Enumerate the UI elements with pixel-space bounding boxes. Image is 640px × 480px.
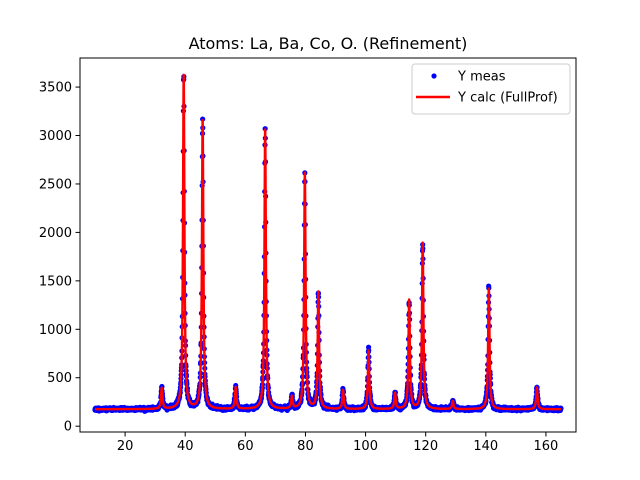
x-tick-label: 60 [237, 439, 254, 454]
x-tick-label: 100 [353, 439, 378, 454]
x-tick-label: 80 [297, 439, 314, 454]
x-tick-label: 160 [534, 439, 559, 454]
x-tick-label: 20 [117, 439, 134, 454]
y-tick-label: 1000 [39, 323, 72, 338]
y-tick-label: 3000 [39, 129, 72, 144]
x-tick-label: 40 [177, 439, 194, 454]
y-tick-label: 2000 [39, 226, 72, 241]
legend-label-y-meas: Y meas [457, 70, 506, 85]
legend: Y meas Y calc (FullProf) [411, 63, 571, 115]
y-tick-label: 2500 [39, 177, 72, 192]
y-tick-label: 3500 [39, 81, 72, 96]
y-tick-label: 1500 [39, 274, 72, 289]
legend-label-y-calc: Y calc (FullProf) [457, 91, 558, 106]
y-tick-label: 500 [47, 371, 72, 386]
y-tick-label: 0 [64, 420, 72, 435]
chart-title: Atoms: La, Ba, Co, O. (Refinement) [189, 34, 468, 53]
legend-marker-y-meas [431, 73, 437, 79]
x-tick-label: 140 [473, 439, 498, 454]
x-tick-label: 120 [413, 439, 438, 454]
plot-area [92, 73, 564, 414]
